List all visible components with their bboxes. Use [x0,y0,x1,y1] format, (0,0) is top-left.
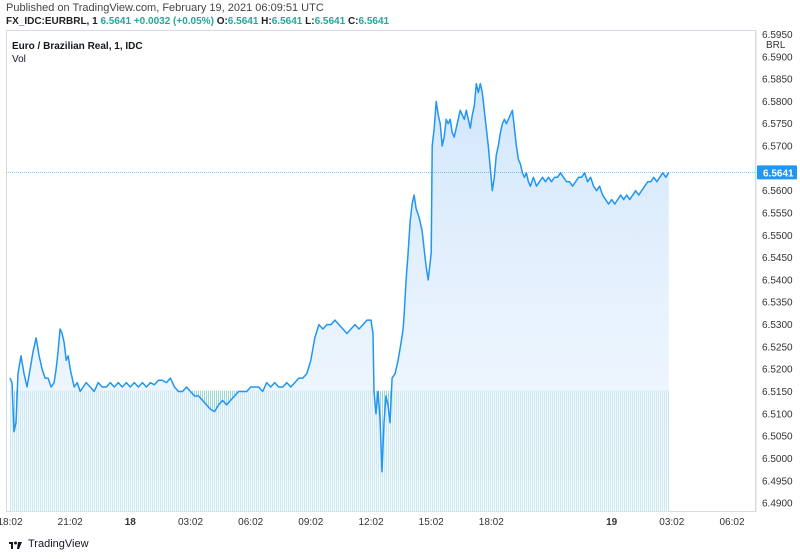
y-tick-label: 6.5250 [762,342,793,353]
y-tick-label: 6.5350 [762,298,793,309]
y-tick-label: 6.5500 [762,231,793,242]
y-tick-label: 6.4950 [762,476,793,487]
x-tick-label: 03:02 [659,517,684,528]
footer-brand: TradingView [28,538,89,550]
x-tick-label: 06:02 [238,517,263,528]
y-tick-label: 6.5300 [762,320,793,331]
last-price-tag-text: 6.5641 [763,168,794,179]
x-tick-label: 21:02 [58,517,83,528]
x-tick-label: 18:02 [479,517,504,528]
y-tick-label: 6.5950 [762,30,793,41]
x-tick-label: 03:02 [178,517,203,528]
y-axis: 6.5950 6.5900 6.5850 6.5800 6.5750 6.5700 6.56… [762,30,793,510]
y-tick-label: 6.5750 [762,119,793,130]
x-tick-label: 15:02 [419,517,444,528]
x-axis: 18:02 21:02 18 03:02 06:02 09:02 12:02 15:02 18:… [0,517,745,528]
y-tick-label: 6.5800 [762,97,793,108]
x-tick-label: 19 [606,517,618,528]
y-tick-label: 6.5050 [762,432,793,443]
y-tick-label: 6.5450 [762,253,793,264]
x-tick-label: 06:02 [719,517,744,528]
y-tick-label: 6.5150 [762,387,793,398]
y-tick-label: 6.5850 [762,75,793,86]
y-tick-label: 6.5400 [762,275,793,286]
x-tick-label: 18:02 [0,517,23,528]
currency-label: BRL [766,40,786,51]
legend-vol: Vol [12,54,26,65]
x-tick-label: 09:02 [298,517,323,528]
legend-title: Euro / Brazilian Real, 1, IDC [12,41,143,52]
last-price-tag: 6.5641 [757,165,797,179]
price-area-fill [10,84,669,512]
x-tick-label: 12:02 [358,517,383,528]
y-tick-label: 6.5200 [762,365,793,376]
x-tick-label: 18 [125,517,137,528]
y-tick-label: 6.5000 [762,454,793,465]
y-tick-label: 6.4900 [762,499,793,510]
y-tick-label: 6.5100 [762,409,793,420]
y-tick-label: 6.5700 [762,142,793,153]
y-tick-label: 6.5600 [762,186,793,197]
tradingview-logo[interactable]: TradingView [8,538,89,550]
tradingview-logo-icon [8,539,23,550]
y-tick-label: 6.5900 [762,52,793,63]
y-tick-label: 6.5550 [762,209,793,220]
